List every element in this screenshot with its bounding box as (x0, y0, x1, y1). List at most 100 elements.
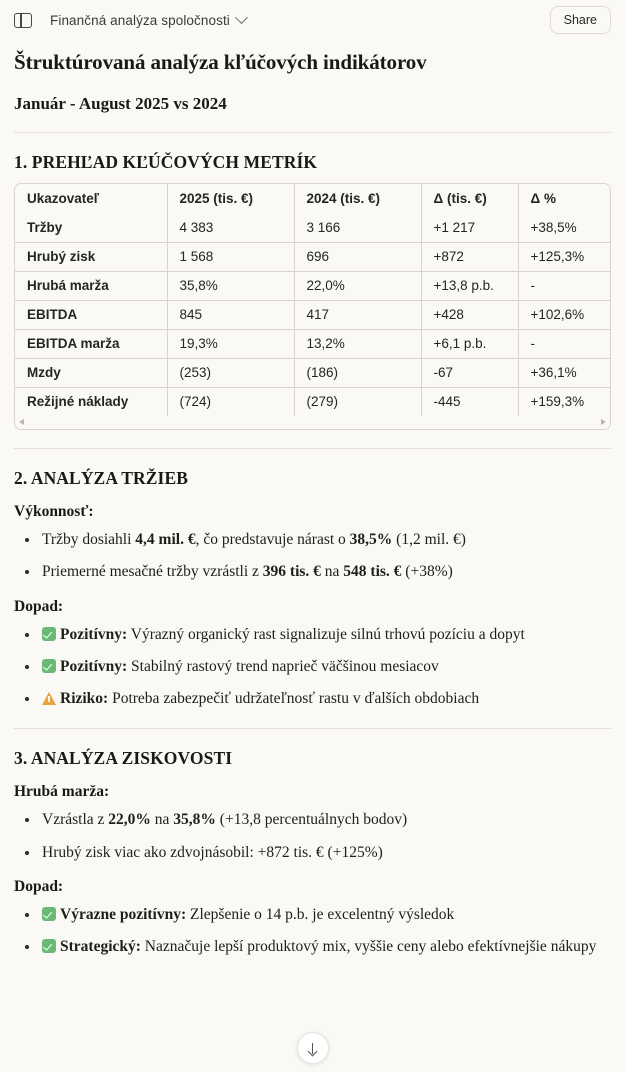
table-cell-metric: Režijné náklady (15, 387, 168, 416)
body-text: na (150, 811, 174, 829)
divider (14, 132, 611, 133)
list-item: Tržby dosiahli 4,4 mil. €, čo predstavuj… (14, 528, 611, 551)
list-item: Riziko: Potreba zabezpečiť udržateľnosť … (14, 687, 611, 710)
table-cell-value: +159,3% (518, 387, 610, 416)
body-text: Priemerné mesačné tržby vzrástli z (42, 563, 263, 581)
body-text: na (320, 563, 344, 581)
table-cell-metric: Tržby (15, 213, 168, 243)
list-item: Pozitívny: Stabilný rastový trend naprie… (14, 655, 611, 678)
table-cell-value: +125,3% (518, 242, 610, 272)
list-item: Vzrástla z 22,0% na 35,8% (+13,8 percent… (14, 808, 611, 831)
table-cell-value: +6,1 p.b. (421, 329, 519, 359)
top-bar: Finančná analýza spoločnosti Share (0, 0, 625, 40)
gross-margin-label: Hrubá marža: (14, 783, 110, 801)
table-column-header: Δ % (518, 184, 610, 213)
list-item: Pozitívny: Výrazný organický rast signal… (14, 623, 611, 646)
scroll-left-arrow-icon[interactable] (19, 419, 24, 425)
table-cell-metric: EBITDA (15, 300, 168, 330)
page-subtitle: Január - August 2025 vs 2024 (14, 94, 227, 113)
emphasis-text: 4,4 mil. € (135, 531, 196, 548)
table-cell-metric: EBITDA marža (15, 329, 168, 359)
table-cell-value: +872 (421, 242, 519, 272)
table-cell-value: - (518, 329, 610, 359)
table-cell-value: (186) (294, 358, 422, 388)
table-column-header: 2024 (tis. €) (294, 184, 422, 213)
table-cell-value: 417 (294, 300, 422, 330)
check-green-icon (42, 658, 56, 673)
table-cell-value: (253) (167, 358, 295, 388)
section-1-heading: 1. PREHĽAD KĽÚČOVÝCH METRÍK (14, 152, 318, 172)
document-title-menu[interactable]: Finančná analýza spoločnosti (50, 10, 248, 28)
list-item: Priemerné mesačné tržby vzrástli z 396 t… (14, 560, 611, 583)
emphasis-text: 35,8% (173, 811, 216, 829)
table-cell-value: 13,2% (294, 329, 422, 359)
body-text: Hrubý zisk viac ako zdvojnásobil: +872 t… (42, 843, 383, 861)
impact-tag: Pozitívny: (60, 625, 128, 643)
table-column-header: Δ (tis. €) (421, 184, 519, 213)
table-cell-value: +428 (421, 300, 519, 330)
sidebar-panel-icon[interactable] (14, 12, 32, 28)
gross-margin-list: Vzrástla z 22,0% na 35,8% (+13,8 percent… (14, 808, 611, 864)
scroll-right-arrow-icon[interactable] (601, 419, 606, 425)
table-cell-value: +102,6% (518, 300, 610, 330)
emphasis-text: 38,5% (349, 531, 393, 548)
impact-tag: Pozitívny: (60, 657, 128, 675)
impact-text: Stabilný rastový trend naprieč väčšinou … (127, 657, 439, 675)
table-cell-metric: Hrubý zisk (15, 242, 168, 272)
table-cell-value: -445 (421, 387, 519, 416)
performance-list: Tržby dosiahli 4,4 mil. €, čo predstavuj… (14, 528, 611, 584)
section-2-heading: 2. ANALÝZA TRŽIEB (14, 468, 188, 488)
metrics-table: Ukazovateľ 2025 (tis. €) 2024 (tis. €) Δ (t… (15, 184, 610, 416)
table-cell-value: 3 166 (294, 213, 422, 243)
table-row: Hrubá marža 35,8% 22,0% +13,8 p.b. - (15, 271, 610, 301)
document-body: Štruktúrovaná analýza kľúčových indikáto… (0, 50, 625, 958)
impact-label: Dopad: (14, 597, 64, 615)
body-text: (1,2 mil. €) (392, 531, 466, 548)
table-cell-value: 4 383 (167, 213, 295, 243)
table-row: Tržby 4 383 3 166 +1 217 +38,5% (15, 213, 610, 243)
list-item: Výrazne pozitívny: Zlepšenie o 14 p.b. j… (14, 903, 611, 926)
impact-text: Zlepšenie o 14 p.b. je excelentný výsled… (186, 905, 455, 923)
table-cell-value: (279) (294, 387, 422, 416)
table-cell-value: -67 (421, 358, 519, 388)
body-text: (+13,8 percentuálnych bodov) (215, 811, 408, 829)
table-cell-value: - (518, 271, 610, 301)
chevron-down-icon[interactable] (235, 10, 248, 24)
impact-text: Naznačuje lepší produktový mix, vyššie c… (140, 938, 597, 955)
table-row: Režijné náklady (724) (279) -445 +159,3% (15, 387, 610, 416)
performance-label: Výkonnosť: (14, 503, 94, 520)
table-row: Mzdy (253) (186) -67 +36,1% (15, 358, 610, 388)
impact-text: Výrazný organický rast signalizuje silnú… (127, 625, 525, 643)
table-column-header: Ukazovateľ (15, 184, 168, 213)
table-row: EBITDA 845 417 +428 +102,6% (15, 300, 610, 330)
check-green-icon (42, 906, 56, 921)
impact-tag: Výrazne pozitívny: (60, 905, 187, 923)
share-button[interactable]: Share (549, 6, 611, 34)
impact-tag: Strategický: (60, 938, 141, 955)
body-text: (+38%) (401, 563, 453, 581)
check-green-icon (42, 939, 56, 953)
scroll-to-bottom-button[interactable] (296, 1032, 329, 1064)
horizontal-scrollbar[interactable] (16, 416, 609, 428)
table-header-row: Ukazovateľ 2025 (tis. €) 2024 (tis. €) Δ (t… (15, 184, 610, 213)
emphasis-text: 548 tis. € (343, 563, 402, 581)
table-cell-metric: Hrubá marža (15, 271, 168, 301)
page-title: Štruktúrovaná analýza kľúčových indikáto… (14, 50, 427, 74)
table-cell-value: 22,0% (294, 271, 422, 301)
table-cell-value: 35,8% (167, 271, 295, 301)
table-cell-value: +1 217 (421, 213, 519, 243)
impact-label: Dopad: (14, 877, 64, 895)
divider (14, 728, 611, 730)
section-3-heading: 3. ANALÝZA ZISKOVOSTI (14, 748, 233, 769)
table-cell-value: 1 568 (167, 242, 295, 272)
list-item: Strategický: Naznačuje lepší produktový … (14, 935, 611, 958)
impact-list: Výrazne pozitívny: Zlepšenie o 14 p.b. j… (14, 903, 611, 959)
impact-list: Pozitívny: Výrazný organický rast signal… (14, 623, 611, 711)
table-body: Tržby 4 383 3 166 +1 217 +38,5% Hrubý zisk 1 5… (15, 213, 610, 416)
arrow-down-icon (307, 1042, 318, 1054)
table-cell-value: +36,1% (518, 358, 610, 388)
metrics-table-scroll-container[interactable]: Ukazovateľ 2025 (tis. €) 2024 (tis. €) Δ (t… (14, 183, 611, 430)
emphasis-text: 396 tis. € (262, 563, 321, 581)
table-row: Hrubý zisk 1 568 696 +872 +125,3% (15, 242, 610, 272)
emphasis-text: 22,0% (108, 811, 151, 829)
